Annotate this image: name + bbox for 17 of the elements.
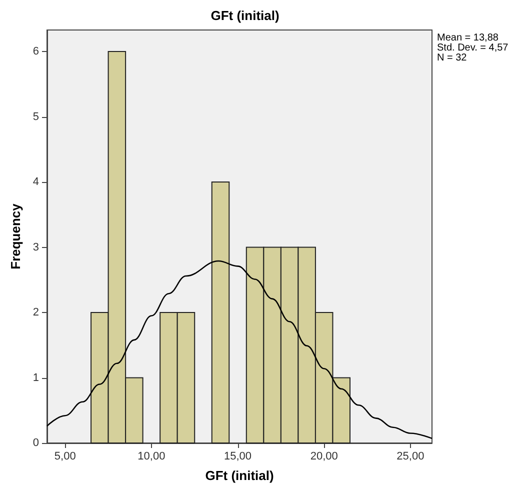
text: Mean = 13,88 Std. Dev. = 4,57 N = 32	[437, 32, 509, 64]
x-tick-label: 5,00	[54, 450, 76, 462]
line-series	[46, 260, 433, 440]
y-tick-label: 0	[32, 437, 39, 449]
y-tick-label: 5	[32, 110, 39, 123]
y-tick-label: 1	[32, 372, 39, 384]
y-tick-label: 2	[32, 306, 39, 319]
y-tick-label: 3	[32, 241, 39, 254]
x-tick-label: 20,00	[310, 450, 338, 462]
chart-title: GFt (initial)	[210, 8, 280, 23]
y-tick-label: 6	[32, 46, 39, 58]
y-tick-label: 4	[32, 176, 39, 188]
x-axis-title: GFt (initial)	[205, 468, 274, 483]
x-tick-label: 25,00	[396, 450, 424, 462]
y-axis-title: Frequency	[8, 202, 23, 270]
x-tick-label: 15,00	[224, 450, 252, 462]
x-tick-label: 10,00	[138, 450, 166, 462]
